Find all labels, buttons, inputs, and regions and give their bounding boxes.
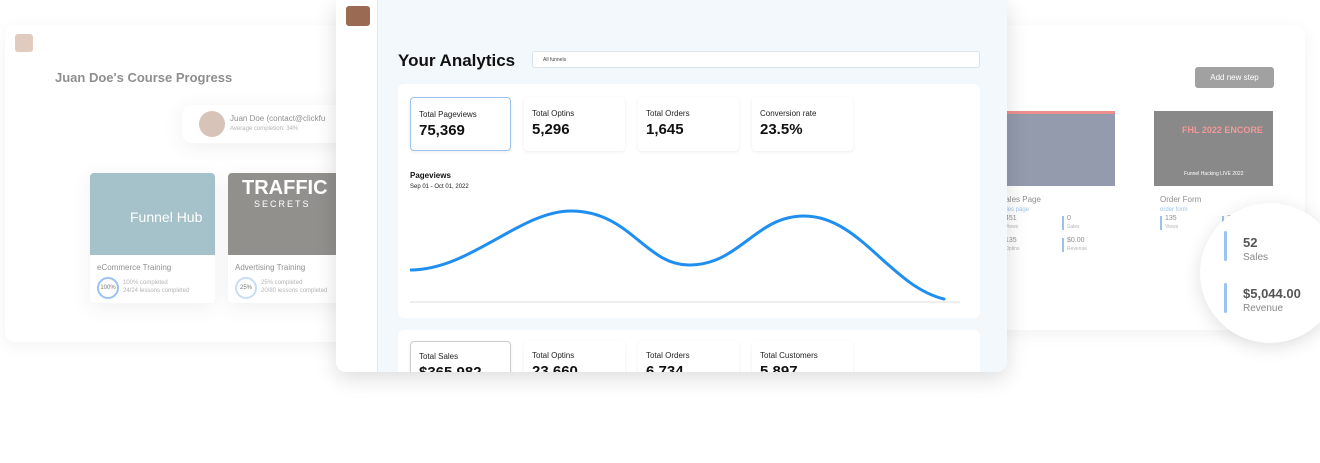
sales-bubble: 52 Sales $5,044.00 Revenue: [1200, 203, 1320, 343]
stat-value: 1,645: [646, 121, 684, 138]
stat-box: Total Orders 1,645: [638, 97, 739, 151]
course-panel: Juan Doe's Course Progress Juan Doe (con…: [5, 25, 352, 342]
stat-box: Total Orders 6,734: [638, 341, 739, 372]
bubble-value: 52: [1243, 235, 1258, 250]
user-subtitle: Average completion: 34%: [230, 126, 299, 132]
stat-box: Total Pageviews 75,369: [410, 97, 511, 151]
analytics-window: Your Analytics All funnels Total Pagevie…: [336, 0, 1007, 372]
panel-title: Juan Doe's Course Progress: [55, 70, 233, 85]
add-step-button[interactable]: Add new step: [1195, 67, 1274, 88]
step-name: Sales Page: [1000, 195, 1041, 204]
step-stat-value: 135: [1165, 215, 1177, 222]
stat-label: Total Orders: [646, 109, 690, 118]
course-name: eCommerce Training: [97, 263, 172, 272]
avatar[interactable]: [346, 6, 370, 26]
totals-card: Total Sales$365,982Total Optins23,660Tot…: [398, 330, 980, 372]
step-thumb: [1005, 111, 1115, 186]
step-link[interactable]: sales page: [1000, 207, 1030, 213]
stat-box: Total Customers 5,897: [752, 341, 853, 372]
step-stat-label: Views: [1165, 224, 1179, 230]
stat-label: Conversion rate: [760, 109, 817, 118]
stat-label: Total Sales: [419, 352, 459, 361]
user-card: Juan Doe (contact@clickfu Average comple…: [182, 105, 352, 143]
user-name: Juan Doe (contact@clickfu: [230, 114, 326, 123]
pageviews-line: [410, 209, 946, 301]
chart-title: Pageviews: [410, 171, 451, 180]
step-stat-label: Sales: [1067, 224, 1080, 230]
step-stat-value: 0: [1067, 215, 1071, 222]
accent: [1224, 283, 1227, 313]
accent: [1160, 216, 1162, 230]
stat-value: $365,982: [419, 364, 482, 372]
lessons: 20/80 lessons completed: [261, 288, 328, 294]
step-stat-value: 135: [1005, 237, 1017, 244]
stat-box: Total Optins 23,660: [524, 341, 625, 372]
stat-box: Conversion rate 23.5%: [752, 97, 853, 151]
badge: 25%: [235, 277, 257, 299]
avatar: [15, 34, 33, 52]
funnel-panel: Add new step FHL 2022 ENCORE Funnel Hack…: [985, 25, 1305, 330]
stat-label: Total Optins: [532, 351, 575, 360]
sidebar: [336, 0, 378, 372]
course-card: Funnel Hub eCommerce Training 100% 100% …: [90, 173, 215, 303]
progress: 25% completed: [261, 280, 303, 286]
step-name: Order Form: [1160, 195, 1202, 204]
funnel-filter[interactable]: All funnels: [532, 51, 980, 68]
thumb-text: FHL 2022 ENCORE: [1182, 125, 1263, 135]
page-title: Your Analytics: [398, 51, 516, 70]
course-name: Advertising Training: [235, 263, 306, 272]
stat-box: Total Optins 5,296: [524, 97, 625, 151]
bubble-label: Sales: [1243, 252, 1269, 263]
accent: [1224, 231, 1227, 261]
accent: [1062, 216, 1064, 230]
thumb-sub: SECRETS: [254, 199, 311, 209]
step-link[interactable]: order form: [1160, 207, 1188, 213]
step-stat-value: $0.00: [1067, 237, 1085, 244]
stat-label: Total Customers: [760, 351, 818, 360]
stat-box: Total Sales $365,982: [410, 341, 511, 372]
user-photo: [199, 111, 225, 137]
step-thumb: FHL 2022 ENCORE Funnel Hacking LIVE 2022: [1154, 111, 1273, 186]
course-thumb: Funnel Hub: [90, 173, 215, 255]
course-thumb: TRAFFIC SECRETS: [228, 173, 345, 255]
stats-card: Total Pageviews 75,369 Total Optins 5,296 To…: [398, 84, 980, 318]
stat-value: 75,369: [419, 122, 465, 139]
stat-label: Total Optins: [532, 109, 575, 118]
step-stat-value: 451: [1005, 215, 1017, 222]
stat-label: Total Pageviews: [419, 110, 477, 119]
pageviews-chart: [410, 209, 960, 303]
progress: 100% completed: [123, 280, 168, 286]
chart-range: Sep 01 - Oct 01, 2022: [410, 184, 469, 190]
lessons: 24/24 lessons completed: [123, 288, 190, 294]
bubble-value: $5,044.00: [1243, 286, 1301, 301]
thumb-caption: Funnel Hacking LIVE 2022: [1184, 171, 1244, 177]
step-stat-label: Revenue: [1067, 246, 1088, 252]
stat-value: 23,660: [532, 363, 578, 372]
stat-value: 5,897: [760, 363, 798, 372]
stat-value: 5,296: [532, 121, 570, 138]
step-stat-label: Optins: [1005, 246, 1020, 252]
accent: [1062, 238, 1064, 252]
stat-value: 23.5%: [760, 121, 803, 138]
bubble-label: Revenue: [1243, 303, 1284, 314]
stat-label: Total Orders: [646, 351, 690, 360]
step-stat-label: Views: [1005, 224, 1019, 230]
badge: 100%: [97, 277, 119, 299]
course-card: TRAFFIC SECRETS Advertising Training 25%…: [228, 173, 345, 303]
thumb-text: TRAFFIC: [242, 177, 328, 199]
thumb-text: Funnel Hub: [130, 209, 203, 225]
stat-value: 6,734: [646, 363, 684, 372]
